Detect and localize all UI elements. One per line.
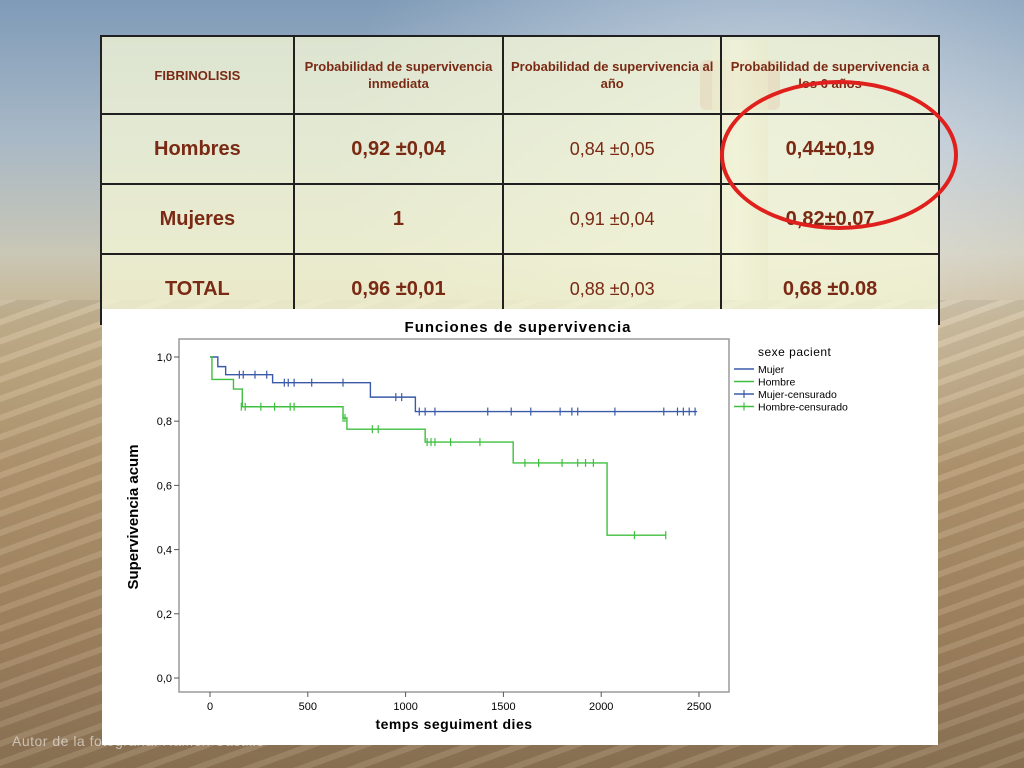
row-label-hombres: Hombres: [100, 113, 295, 185]
x-tick-label: 2500: [687, 701, 711, 713]
y-axis-label: Supervivencia acum: [125, 444, 142, 589]
x-tick-label: 1000: [393, 701, 417, 713]
legend-title: sexe pacient: [758, 345, 832, 359]
cell-mujeres-ano: 0,91 ±0,04: [502, 183, 723, 255]
survival-chart: Funciones de supervivencia temps seguime…: [125, 319, 848, 732]
chart-title: Funciones de supervivencia: [405, 319, 632, 336]
x-tick-label: 0: [207, 701, 213, 713]
y-tick-label: 0,2: [157, 609, 172, 621]
x-tick-label: 1500: [491, 701, 515, 713]
x-tick-label: 500: [299, 701, 317, 713]
legend-label: Mujer-censurado: [758, 389, 837, 401]
x-tick-label: 2000: [589, 701, 613, 713]
highlight-circle: [720, 80, 958, 230]
legend-label: Hombre-censurado: [758, 402, 848, 414]
row-label-mujeres: Mujeres: [100, 183, 295, 255]
plot-frame: [178, 338, 730, 693]
header-immediate: Probabilidad de supervivencia inmediata: [292, 35, 505, 115]
header-one-year: Probabilidad de supervivencia al año: [502, 35, 723, 115]
cell-hombres-inmediata: 0,92 ±0,04: [292, 113, 505, 185]
legend-label: Mujer: [758, 364, 785, 376]
chart-legend: MujerHombreMujer-censuradoHombre-censura…: [734, 364, 848, 414]
series-line-mujer: [210, 356, 698, 413]
y-tick-label: 0,6: [157, 480, 172, 492]
cell-hombres-ano: 0,84 ±0,05: [502, 113, 723, 185]
x-axis-label: temps seguiment dies: [375, 716, 532, 732]
chart-series: [210, 356, 698, 540]
y-tick-label: 0,0: [157, 673, 172, 685]
table-header-row: FIBRINOLISIS Probabilidad de supervivenc…: [100, 35, 940, 115]
cell-mujeres-inmediata: 1: [292, 183, 505, 255]
y-tick-label: 1,0: [157, 352, 172, 364]
series-line-hombre: [210, 356, 666, 536]
survival-chart-panel: Funciones de supervivencia temps seguime…: [102, 309, 938, 745]
y-tick-label: 0,8: [157, 416, 172, 428]
y-tick-label: 0,4: [157, 545, 172, 557]
legend-label: Hombre: [758, 377, 796, 389]
chart-axes: 0 500 1000 1500 2000 2500 0,0 0,2 0,4 0,6 0,8 1,0: [157, 352, 712, 713]
header-fibrinolisis: FIBRINOLISIS: [100, 35, 295, 115]
